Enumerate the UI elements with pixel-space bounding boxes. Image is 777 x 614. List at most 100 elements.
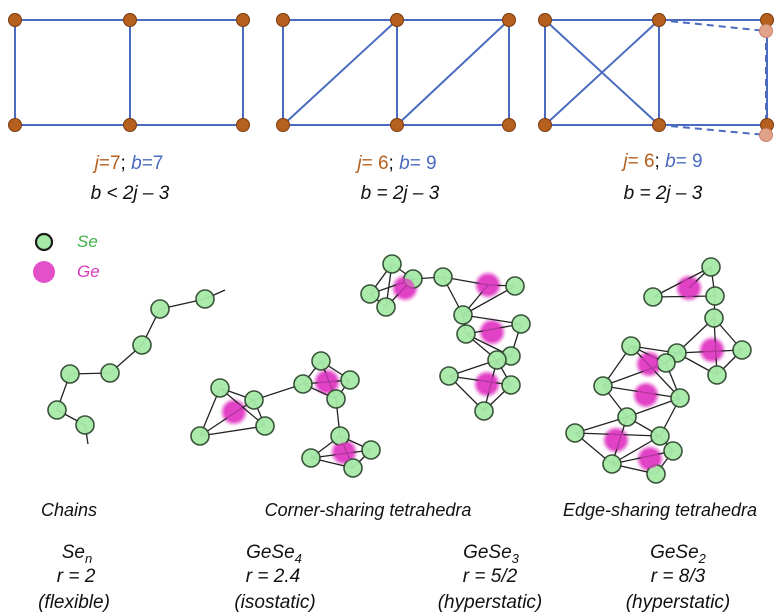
- se-atom: [301, 448, 321, 468]
- group-title-edge-sharing: Edge-sharing tetrahedra: [562, 500, 758, 520]
- compound-4-ratio: r = 8/3: [650, 566, 706, 587]
- ge-atom-core: [477, 374, 497, 394]
- se-atom: [340, 370, 360, 390]
- se-atom: [195, 289, 215, 309]
- bond: [630, 345, 681, 399]
- legend-se-symbol: [34, 232, 54, 252]
- bond: [199, 425, 266, 437]
- frame-joint: [502, 118, 516, 132]
- legend-symbols: [33, 232, 55, 283]
- se-atom: [100, 363, 120, 383]
- se-atom: [361, 440, 381, 460]
- frame-1-counts: j=7; b=7: [94, 153, 164, 174]
- se-atom: [244, 390, 264, 410]
- frame-diagrams: [8, 13, 774, 142]
- se-atom: [255, 416, 275, 436]
- se-atom: [505, 276, 525, 296]
- frame-3-counts: j= 6; b= 9: [623, 151, 703, 172]
- compound-2-formula: GeSe4: [246, 542, 302, 566]
- se-atom: [650, 426, 670, 446]
- se-atom: [330, 426, 350, 446]
- ge-atom-core: [395, 278, 415, 298]
- compound-1-rigidity: (flexible): [38, 592, 110, 613]
- frame-bar-displaced: [658, 124, 767, 136]
- ge-atom-core: [702, 340, 722, 360]
- network-4: [565, 257, 752, 484]
- frame-bar-displaced: [658, 19, 767, 32]
- network-1: [47, 289, 226, 445]
- frame-bar: [282, 19, 398, 126]
- se-atom: [60, 364, 80, 384]
- legend-se-label: Se: [77, 232, 98, 251]
- se-atom: [190, 426, 210, 446]
- frame-joint: [236, 118, 250, 132]
- frame-bar: [396, 19, 510, 126]
- frame-joint: [538, 118, 552, 132]
- se-atom: [311, 351, 331, 371]
- frame-joint: [652, 13, 666, 27]
- se-atom: [382, 254, 402, 274]
- se-atom: [656, 353, 676, 373]
- se-atom: [705, 286, 725, 306]
- se-atom: [132, 335, 152, 355]
- se-atom: [732, 340, 752, 360]
- ge-atom-core: [640, 449, 660, 469]
- se-atom: [293, 374, 313, 394]
- compound-3-ratio: r = 5/2: [462, 566, 518, 587]
- se-atom: [453, 305, 473, 325]
- se-atom: [376, 297, 396, 317]
- se-atom: [210, 378, 230, 398]
- frame-joint: [8, 118, 22, 132]
- se-atom: [704, 308, 724, 328]
- ge-atom-core: [334, 442, 354, 462]
- ge-atom-core: [478, 275, 498, 295]
- frame-bar: [544, 19, 660, 126]
- compound-4-rigidity: (hyperstatic): [625, 592, 731, 613]
- se-atom: [439, 366, 459, 386]
- ge-atom-core: [636, 385, 656, 405]
- ge-atom-core: [606, 430, 626, 450]
- se-atom: [150, 299, 170, 319]
- compound-1-ratio: r = 2: [56, 566, 96, 587]
- se-atom: [326, 389, 346, 409]
- frame-joint: [390, 13, 404, 27]
- legend-ge-symbol: [33, 261, 55, 283]
- se-atom: [707, 365, 727, 385]
- compound-2-rigidity: (isostatic): [234, 592, 316, 613]
- ge-atom-core: [317, 372, 337, 392]
- network-2: [190, 351, 381, 478]
- frame-joint: [502, 13, 516, 27]
- frame-2-counts: j= 6; b= 9: [357, 153, 437, 174]
- se-atom: [617, 407, 637, 427]
- se-atom: [701, 257, 721, 277]
- se-atom: [670, 388, 690, 408]
- se-atom: [511, 314, 531, 334]
- frame-joint-displaced: [759, 128, 773, 142]
- se-atom: [343, 458, 363, 478]
- ge-atom-core: [679, 278, 699, 298]
- se-atom: [663, 441, 683, 461]
- network-3: [360, 254, 531, 421]
- frame-joint: [538, 13, 552, 27]
- frame-3: [538, 13, 774, 142]
- molecular-networks: [47, 254, 752, 484]
- se-atom: [501, 375, 521, 395]
- se-atom: [565, 423, 585, 443]
- frame-joint: [276, 118, 290, 132]
- compound-2-ratio: r = 2.4: [245, 566, 301, 587]
- se-atom: [487, 350, 507, 370]
- frame-joint: [236, 13, 250, 27]
- ge-atom-core: [639, 354, 659, 374]
- frame-joint: [390, 118, 404, 132]
- se-atom: [593, 376, 613, 396]
- group-title-chains: Chains: [40, 500, 98, 520]
- compound-3-rigidity: (hyperstatic): [437, 592, 543, 613]
- frame-joint: [276, 13, 290, 27]
- bond: [652, 295, 716, 298]
- frame-1-relation: b < 2j – 3: [90, 183, 170, 204]
- frame-joint: [123, 118, 137, 132]
- se-atom: [360, 284, 380, 304]
- frame-joint: [123, 13, 137, 27]
